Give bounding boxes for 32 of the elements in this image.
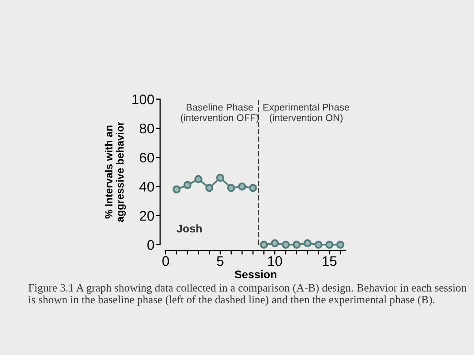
y-tick-label: 20 [140, 211, 154, 222]
x-tick-label: 15 [322, 256, 337, 266]
y-axis-title: % Intervals with an aggressive behavior [105, 122, 126, 222]
annotation: Josh [176, 224, 202, 233]
x-tick-label: 0 [162, 256, 170, 266]
point [172, 186, 181, 194]
point [227, 184, 236, 192]
x-tick-label: 5 [217, 256, 224, 266]
y-tick-label: 80 [140, 124, 154, 134]
point [206, 184, 214, 192]
point [238, 182, 246, 191]
point [326, 240, 334, 249]
annotation: Baseline Phase (intervention OFF) [181, 104, 259, 124]
point [184, 181, 192, 190]
point [216, 174, 225, 182]
annotation: Experimental Phase (intervention ON) [264, 104, 350, 124]
x-axis-title: Session [234, 270, 277, 279]
y-tick-label: 0 [148, 240, 154, 250]
point [282, 240, 290, 249]
point [292, 240, 301, 249]
point [260, 240, 268, 249]
point [336, 240, 345, 249]
point [314, 240, 323, 249]
caption: Figure 3.1 A graph showing data collected in a comparison (A-B) design. Behavior in each session is shown in the baseline phase (left of the dashed line) and then the experimental phase (B). [28, 284, 467, 306]
point [249, 184, 258, 192]
y-tick-label: 40 [140, 182, 154, 192]
y-tick-label: 100 [132, 94, 154, 105]
point [304, 239, 312, 248]
point [194, 175, 203, 184]
y-tick-label: 60 [140, 152, 154, 163]
x-tick-label: 10 [268, 256, 282, 266]
point [271, 239, 280, 248]
